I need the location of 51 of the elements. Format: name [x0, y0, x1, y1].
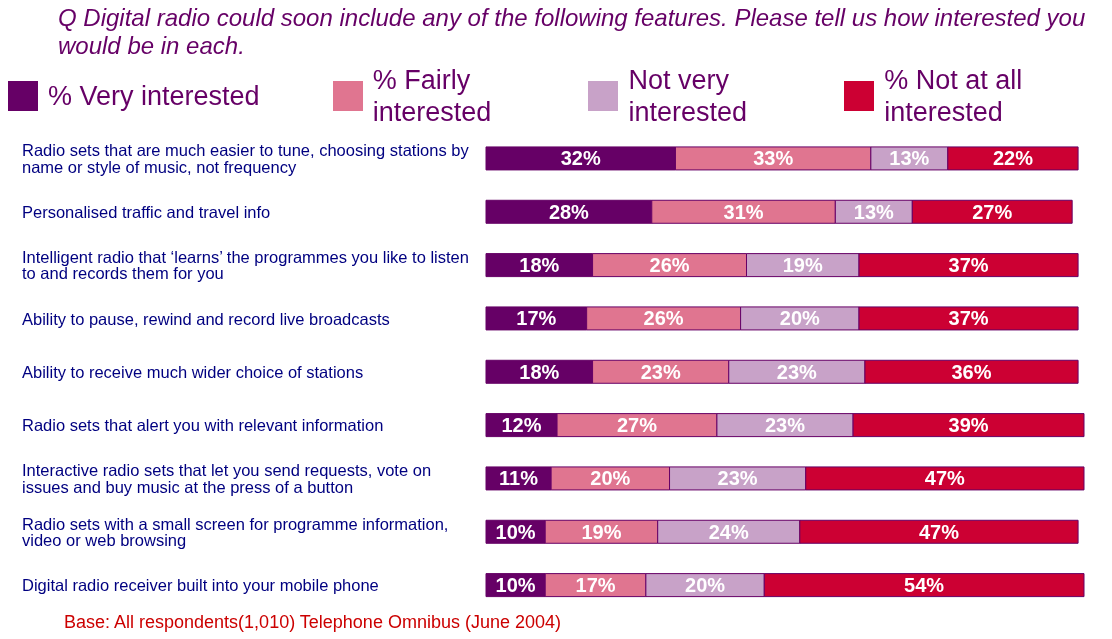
legend-label: % Fairly interested [372, 64, 493, 128]
data-label: 39% [948, 414, 989, 437]
data-label: 17% [516, 307, 557, 330]
data-label: 13% [889, 147, 930, 170]
data-label: 26% [649, 254, 690, 277]
data-label: 23% [776, 360, 818, 383]
data-label: 28% [548, 200, 590, 223]
data-label: 23% [717, 467, 758, 490]
data-label: 23% [640, 360, 681, 383]
chart-title: Q Digital radio could soon include any of the following features. Please tell us how interested you would be in each. [57, 4, 1087, 60]
data-label: 54% [904, 574, 945, 597]
data-label: 24% [708, 520, 749, 543]
data-label: 10% [495, 574, 536, 597]
data-label: 47% [918, 520, 960, 543]
y-tick-label: Radio sets with a small screen for programme information, video or web browsing [22, 514, 449, 550]
data-label: 11% [499, 467, 539, 490]
data-label: 23% [764, 414, 806, 437]
data-label: 22% [992, 147, 1034, 170]
data-label: 20% [685, 574, 726, 597]
data-label: 18% [519, 360, 560, 383]
data-label: 12% [501, 414, 542, 437]
text: Base: All respondents(1,010) Telephone Omnibus (June 2004) [63, 612, 562, 633]
y-tick-label: Personalised traffic and travel info [22, 202, 271, 221]
data-label: 36% [951, 360, 992, 383]
data-label: 19% [581, 520, 622, 543]
y-tick-label: Ability to receive much wider choice of stations [22, 362, 364, 381]
y-tick-label: Ability to pause, rewind and record live broadcasts [22, 309, 390, 328]
data-label: 47% [924, 467, 966, 490]
data-label: 27% [972, 200, 1013, 223]
data-label: 13% [853, 200, 895, 223]
y-tick-label: Radio sets that are much easier to tune, choosing stations by name or style of music, not frequency [22, 141, 470, 176]
data-label: 33% [753, 147, 794, 170]
data-label: 26% [643, 307, 684, 330]
data-label: 19% [782, 254, 823, 277]
data-label: 31% [723, 200, 764, 223]
y-tick-label: Radio sets that alert you with relevant information [22, 416, 384, 435]
data-label: 37% [948, 307, 989, 330]
data-label: 20% [779, 307, 821, 330]
legend-label: Not very interested [628, 64, 748, 128]
y-tick-label: Interactive radio sets that let you send requests, vote on issues and buy music at the press of a button [22, 461, 432, 496]
y-tick-label: Digital radio receiver built into your mobile phone [22, 576, 379, 595]
y-tick-label: Intelligent radio that ‘learns’ the programmes you like to listen to and records them for you [22, 247, 469, 283]
data-label: 27% [616, 414, 658, 437]
legend-label: % Very interested [48, 80, 261, 112]
data-label: 18% [519, 254, 560, 277]
data-label: 20% [590, 467, 631, 490]
data-label: 10% [495, 520, 536, 543]
legend-label: % Not at all interested [884, 64, 1024, 128]
data-label: 17% [575, 574, 616, 597]
data-label: 32% [560, 147, 601, 170]
data-label: 37% [948, 254, 989, 277]
